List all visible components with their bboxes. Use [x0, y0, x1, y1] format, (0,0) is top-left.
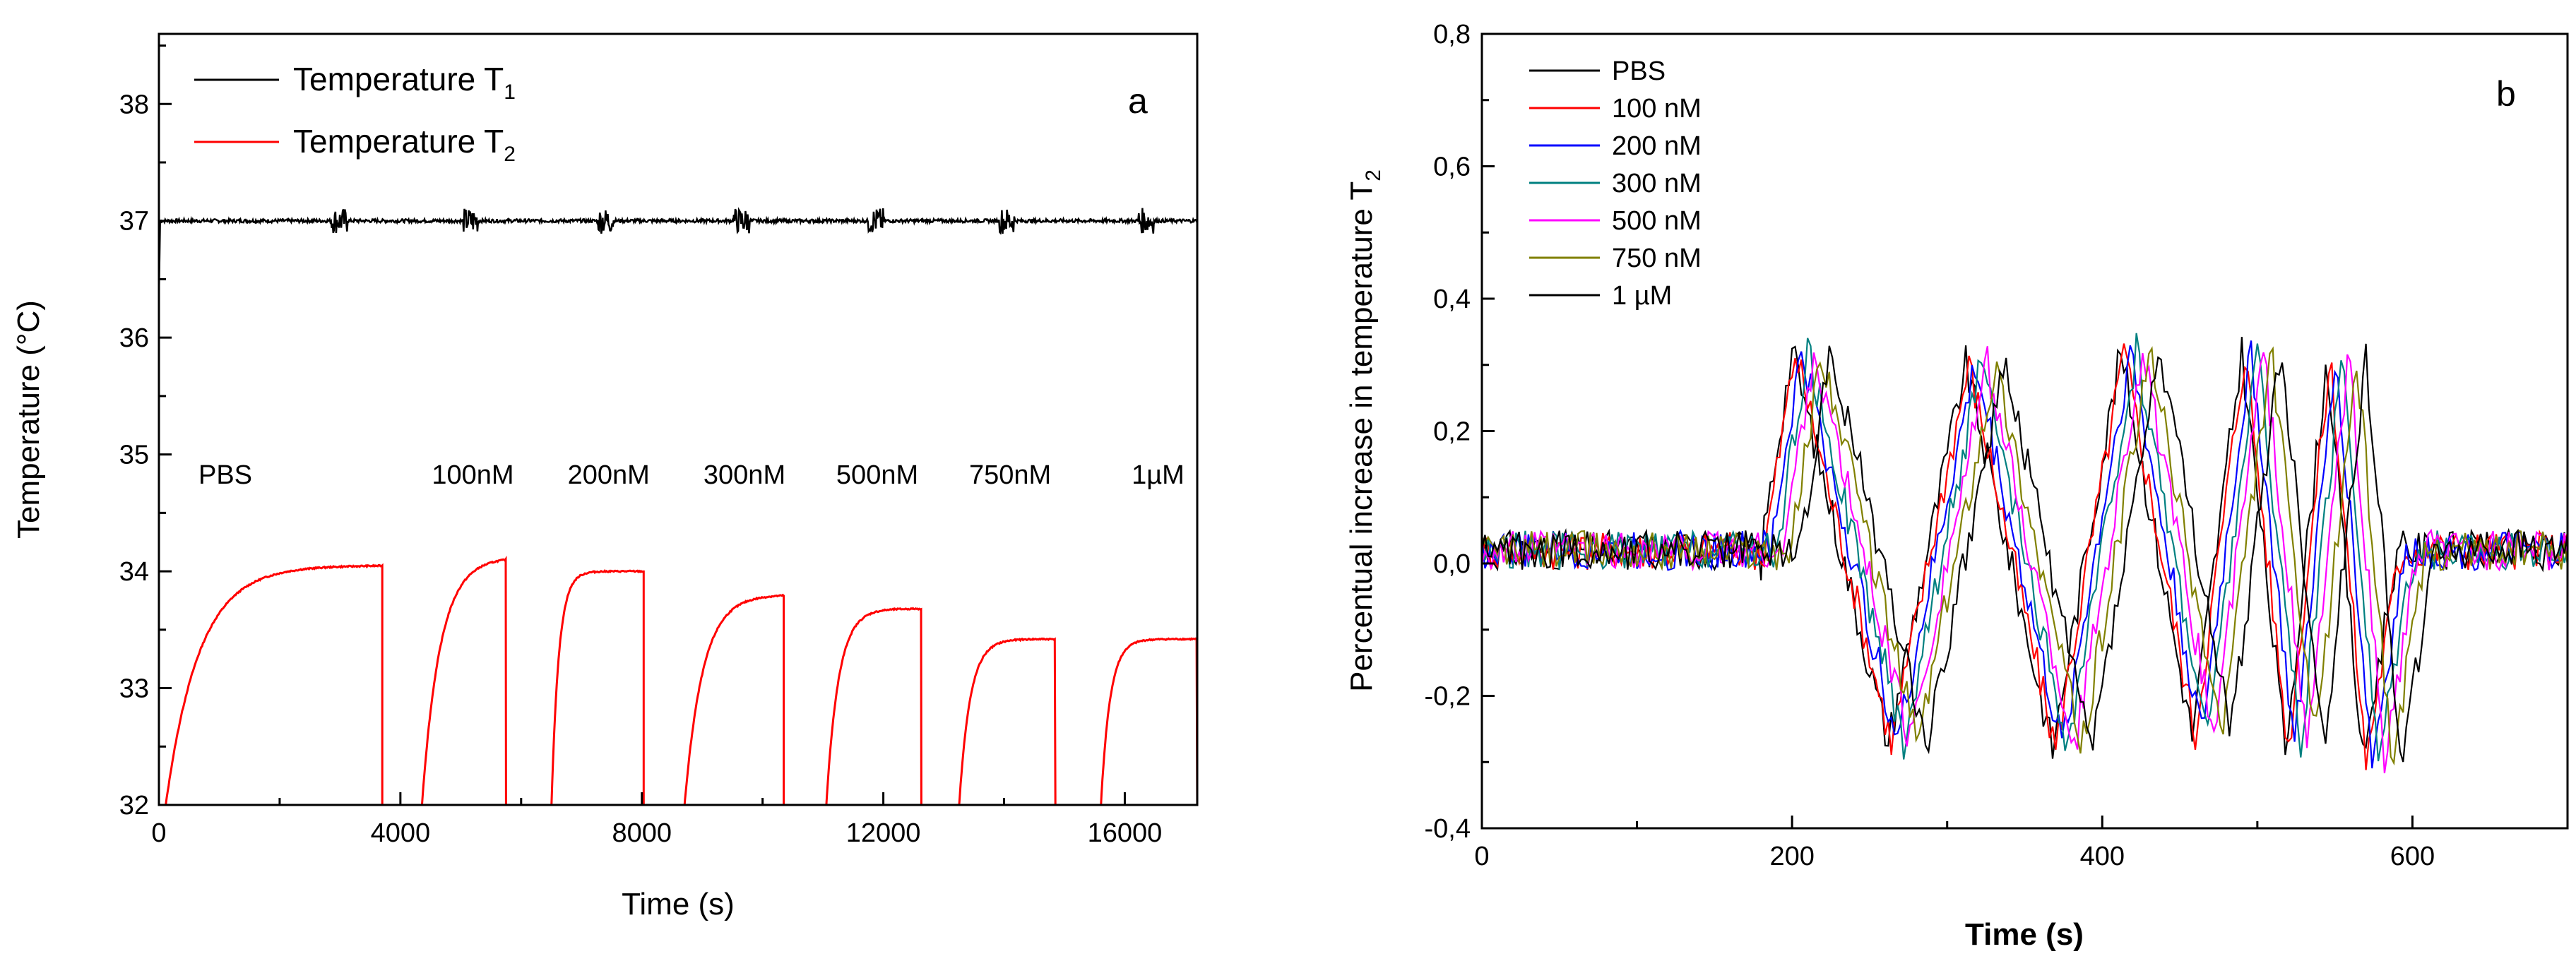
legend-b-label: 100 nM — [1612, 94, 1702, 124]
a-annotation: 200nM — [568, 460, 650, 490]
chart-b-xlabel: Time (s) — [1965, 917, 2084, 952]
legend-a-sub-t2: 2 — [504, 143, 516, 166]
a-ytick-label: 36 — [119, 323, 149, 353]
b-ytick-label: 0,0 — [1433, 549, 1471, 579]
a-annotation: PBS — [198, 460, 252, 490]
chart-a-ylabel: Temperature (°C) — [11, 300, 46, 539]
legend-a-label-t2: Temperature T2 — [293, 123, 516, 166]
b-ytick-label: 0,8 — [1433, 20, 1471, 49]
series-b-5 — [1482, 346, 2568, 766]
b-ytick-label: 0,6 — [1433, 153, 1471, 182]
a-annotation: 300nM — [704, 460, 785, 490]
b-ytick-label: -0,2 — [1425, 682, 1471, 712]
legend-b-label: 200 nM — [1612, 131, 1702, 161]
a-annotation: 100nM — [432, 460, 514, 490]
series-b-6 — [1482, 343, 2568, 763]
a-xtick-label: 16000 — [1088, 818, 1163, 848]
a-annotation: 750nM — [969, 460, 1051, 490]
chart-a-xlabel: Time (s) — [622, 887, 735, 921]
b-ytick-label: 0,2 — [1433, 417, 1471, 447]
b-xtick-label: 400 — [2080, 842, 2125, 871]
series-a-t2 — [165, 555, 1197, 805]
a-xtick-label: 0 — [151, 818, 166, 848]
a-ytick-label: 37 — [119, 207, 149, 237]
chart-b-legend: PBS 100 nM 200 nM 300 nM 500 nM 750 nM 1 µM — [1529, 56, 1702, 311]
chart-b-ylabel: Percentual increase in temperature T2 — [1344, 169, 1385, 692]
chart-b-panel-label: b — [2496, 74, 2516, 114]
legend-b-label: 300 nM — [1612, 169, 1702, 198]
chart-a: 0 4000 8000 12000 16000 32 33 34 35 36 37 38 Temper… — [11, 32, 1199, 921]
b-ytick-label: -0,4 — [1425, 814, 1471, 844]
series-a-t1 — [159, 207, 1197, 297]
b-xtick-label: 200 — [1769, 842, 1814, 871]
a-xtick-label: 4000 — [371, 818, 431, 848]
b-ytick-label: 0,4 — [1433, 285, 1471, 314]
legend-b-label: PBS — [1612, 56, 1666, 86]
a-annotation: 500nM — [836, 460, 918, 490]
legend-a-sub-t1: 1 — [504, 80, 516, 104]
a-xtick-label: 12000 — [846, 818, 921, 848]
chart-b-ylabel-sub: 2 — [1362, 169, 1385, 181]
chart-a-legend: Temperature T1 Temperature T2 — [194, 61, 516, 166]
a-ytick-label: 32 — [119, 791, 149, 820]
legend-b-label: 500 nM — [1612, 206, 1702, 236]
legend-a-label-t1: Temperature T1 — [293, 61, 516, 104]
legend-b-label: 1 µM — [1612, 281, 1672, 311]
a-ytick-label: 34 — [119, 557, 149, 587]
legend-b-label: 750 nM — [1612, 244, 1702, 273]
b-xtick-label: 600 — [2390, 842, 2435, 871]
chart-b: 0 200 400 600 -0,4 -0,2 0,0 0,2 0,4 0,6 0,8 PBS 100… — [1344, 20, 2569, 952]
a-xtick-label: 8000 — [612, 818, 672, 848]
a-ytick-label: 33 — [119, 674, 149, 704]
a-ytick-label: 35 — [119, 441, 149, 470]
b-xtick-label: 0 — [1474, 842, 1489, 871]
chart-a-panel-label: a — [1128, 81, 1148, 121]
a-annotation: 1µM — [1132, 460, 1185, 490]
chart-a-frame — [158, 32, 1199, 806]
a-ytick-label: 38 — [119, 90, 149, 119]
